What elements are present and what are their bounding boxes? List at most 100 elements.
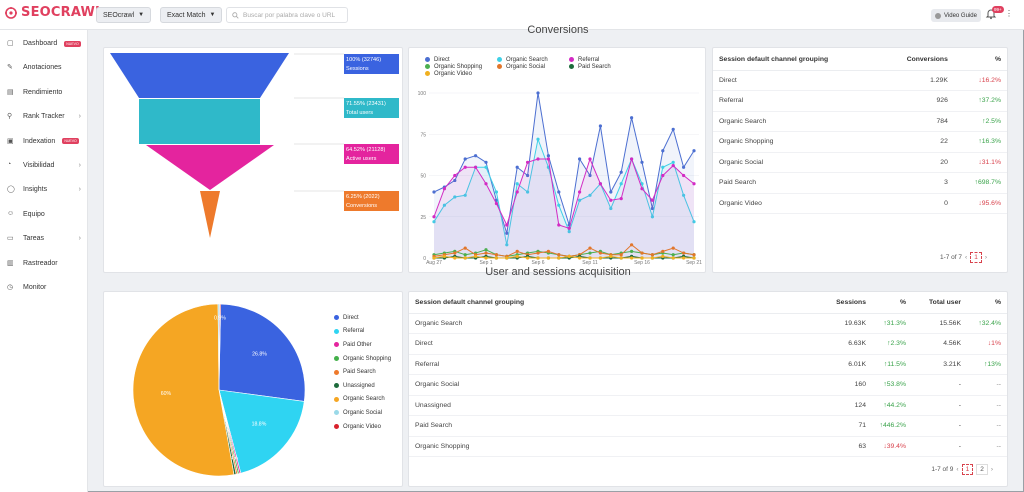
data-point[interactable] [661, 249, 665, 253]
sidebar-item-equipo[interactable]: ☺ Equipo [7, 210, 85, 219]
data-point[interactable] [588, 173, 592, 178]
data-point[interactable] [557, 253, 561, 257]
sidebar-item-visibilidad[interactable]: ◔ Visibilidad › [7, 161, 85, 170]
data-point[interactable] [453, 178, 457, 183]
data-point[interactable] [630, 116, 634, 120]
page-button[interactable]: 1 [970, 252, 982, 263]
page-button-1[interactable]: 1 [961, 464, 974, 475]
legend-item[interactable]: Organic Shopping [334, 352, 391, 366]
data-point[interactable] [494, 256, 498, 260]
data-point[interactable] [463, 165, 467, 169]
table-row[interactable]: Organic Search 19.63K ↑31.3% 15.56K ↑32.4% [409, 313, 1007, 334]
data-point[interactable] [442, 203, 446, 207]
data-point[interactable] [640, 160, 644, 164]
data-point[interactable] [567, 226, 571, 230]
data-point[interactable] [432, 256, 436, 260]
legend-item[interactable]: Organic Video [425, 70, 497, 77]
data-point[interactable] [484, 182, 488, 186]
sidebar-item-rank-tracker[interactable]: ⚲ Rank Tracker › [7, 112, 85, 121]
data-point[interactable] [515, 182, 519, 186]
legend-item[interactable]: Organic Video [334, 420, 391, 434]
data-point[interactable] [453, 256, 457, 260]
data-point[interactable] [546, 157, 550, 161]
table-row[interactable]: Direct 1.29K ↓16.2% [713, 70, 1007, 91]
column-header[interactable]: % [872, 292, 912, 314]
table-row[interactable]: Direct 6.63K ↑2.3% 4.56K ↓1% [409, 333, 1007, 355]
next-page-icon[interactable]: › [990, 466, 993, 473]
data-point[interactable] [682, 193, 686, 197]
data-point[interactable] [474, 165, 478, 169]
data-point[interactable] [671, 127, 675, 131]
data-point[interactable] [453, 195, 457, 199]
data-point[interactable] [515, 165, 519, 169]
data-point[interactable] [432, 215, 436, 219]
table-row[interactable]: Unassigned 124 ↑44.2% - -- [409, 395, 1007, 416]
sidebar-item-tareas[interactable]: ▭ Tareas › [7, 234, 85, 243]
column-header[interactable]: Conversions [880, 49, 954, 71]
page-button-2[interactable]: 2 [976, 464, 988, 475]
data-point[interactable] [619, 256, 623, 260]
data-point[interactable] [661, 173, 665, 178]
legend-item[interactable]: Referral [569, 56, 629, 63]
legend-item[interactable]: Direct [334, 311, 391, 325]
legend-item[interactable]: Paid Other [334, 338, 391, 352]
data-point[interactable] [671, 256, 675, 260]
data-point[interactable] [463, 193, 467, 197]
pie-slice-organic-video[interactable] [218, 303, 222, 391]
data-point[interactable] [536, 157, 540, 161]
data-point[interactable] [650, 206, 654, 211]
data-point[interactable] [619, 253, 623, 257]
data-point[interactable] [526, 173, 530, 178]
data-point[interactable] [526, 190, 530, 194]
sidebar-item-monitor[interactable]: ◷ Monitor [7, 283, 85, 292]
data-point[interactable] [442, 187, 446, 191]
data-point[interactable] [578, 190, 582, 194]
data-point[interactable] [484, 251, 488, 255]
data-point[interactable] [494, 201, 498, 206]
data-point[interactable] [578, 256, 582, 260]
sidebar-item-indexation[interactable]: ▣ Indexation NUEVO [7, 137, 85, 146]
legend-item[interactable]: Organic Search [334, 393, 391, 407]
data-point[interactable] [557, 223, 561, 227]
pie-slice-organic-search[interactable] [132, 303, 235, 477]
data-point[interactable] [619, 197, 623, 201]
table-row[interactable]: Paid Search 3 ↑698.7% [713, 172, 1007, 194]
prev-page-icon[interactable]: ‹ [965, 254, 968, 261]
legend-item[interactable]: Direct [425, 56, 497, 63]
prev-page-icon[interactable]: ‹ [956, 466, 959, 473]
data-point[interactable] [692, 220, 696, 224]
data-point[interactable] [578, 198, 582, 202]
data-point[interactable] [515, 254, 519, 258]
data-point[interactable] [567, 230, 571, 234]
data-point[interactable] [588, 256, 592, 260]
data-point[interactable] [463, 256, 467, 260]
data-point[interactable] [640, 256, 644, 260]
column-header[interactable]: % [967, 292, 1007, 314]
column-header[interactable]: % [953, 49, 1007, 71]
data-point[interactable] [463, 253, 467, 257]
table-row[interactable]: Organic Social 20 ↓31.1% [713, 152, 1007, 173]
data-point[interactable] [609, 206, 613, 211]
data-point[interactable] [536, 137, 540, 141]
sidebar-item-dashboard[interactable]: ▢ Dashboard NUEVO [7, 39, 85, 48]
data-point[interactable] [598, 251, 602, 255]
data-point[interactable] [526, 256, 530, 260]
data-point[interactable] [515, 190, 519, 194]
data-point[interactable] [640, 182, 644, 186]
data-point[interactable] [692, 149, 696, 153]
next-page-icon[interactable]: › [984, 254, 987, 261]
data-point[interactable] [432, 220, 436, 224]
data-point[interactable] [536, 91, 540, 95]
data-point[interactable] [463, 157, 467, 161]
data-point[interactable] [650, 253, 654, 257]
pie-slice-referral[interactable] [218, 389, 305, 474]
data-point[interactable] [484, 165, 488, 169]
data-point[interactable] [546, 249, 550, 253]
legend-item[interactable]: Paid Search [334, 365, 391, 379]
legend-item[interactable]: Unassigned [334, 379, 391, 393]
data-point[interactable] [692, 253, 696, 257]
data-point[interactable] [640, 251, 644, 255]
data-point[interactable] [557, 256, 561, 260]
data-point[interactable] [661, 254, 665, 258]
sidebar-item-anotaciones[interactable]: ✎ Anotaciones [7, 63, 85, 72]
